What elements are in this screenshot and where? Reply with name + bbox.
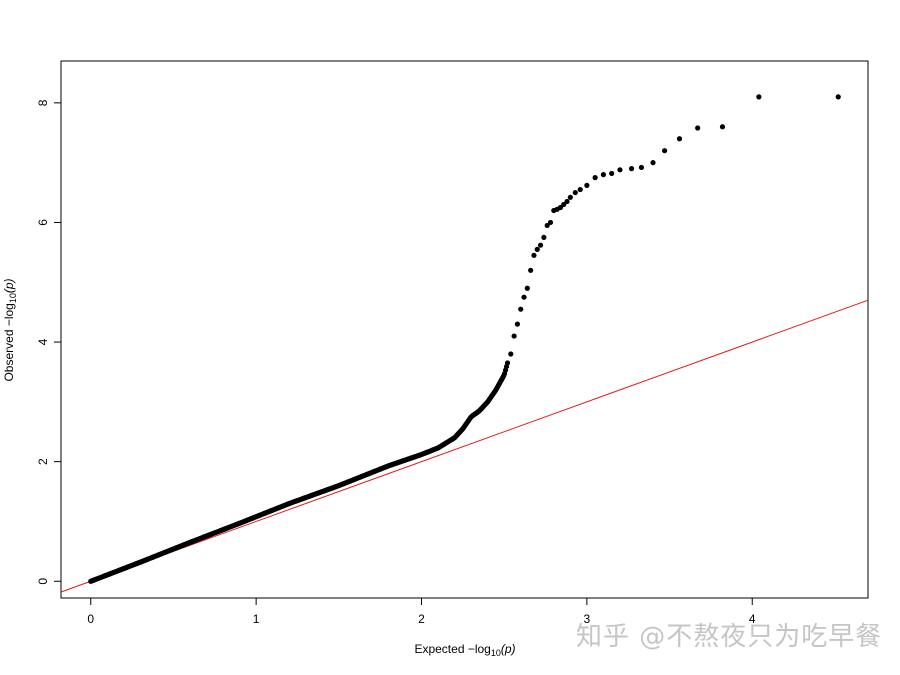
data-point [534,246,540,252]
data-point [561,201,567,208]
data-point [508,351,514,357]
data-point [528,267,534,273]
data-point [541,234,547,241]
data-point [524,285,530,291]
y-axis: 0 2 4 6 8 [36,99,61,585]
y-tick-label: 0 [36,578,50,585]
data-point [544,222,550,229]
x-axis: 0 1 2 3 4 [87,598,756,626]
data-point [695,125,701,131]
data-point [564,198,570,205]
data-point [572,189,578,196]
data-point [676,136,683,142]
data-point [584,182,590,188]
reference-line [60,299,869,593]
data-point [628,166,635,172]
data-point [756,94,762,100]
data-point [504,360,511,366]
y-tick-label: 4 [36,338,50,345]
x-axis-title: Expected −log10(p) [414,642,515,658]
data-point [835,94,841,100]
data-point [609,170,615,177]
data-point [521,294,527,300]
data-point [557,204,564,211]
y-tick-label: 8 [36,99,50,106]
data-point [661,148,668,154]
data-point [617,167,623,173]
data-point [567,194,573,200]
data-point [577,186,583,193]
data-point [514,321,521,327]
data-point [650,160,656,166]
data-point [531,252,537,258]
x-tick-label: 3 [584,612,591,626]
points-layer [88,94,841,584]
data-point [592,175,598,181]
y-tick-label: 6 [36,219,50,226]
reference-line-layer [60,299,869,593]
data-point [518,306,524,312]
data-point [511,333,517,339]
x-tick-label: 2 [418,612,425,626]
x-tick-label: 0 [87,612,94,626]
y-axis-title: Observed −log10(p) [2,278,18,381]
x-tick-label: 4 [749,612,756,626]
data-point [600,172,607,178]
y-tick-label: 2 [36,458,50,465]
watermark: 知乎 @不熬夜只为吃早餐 [576,622,883,652]
data-point [638,164,645,171]
data-point [537,242,544,248]
x-tick-label: 1 [253,612,260,626]
data-point [719,124,726,130]
plot-frame [60,60,869,599]
data-point [547,219,554,226]
